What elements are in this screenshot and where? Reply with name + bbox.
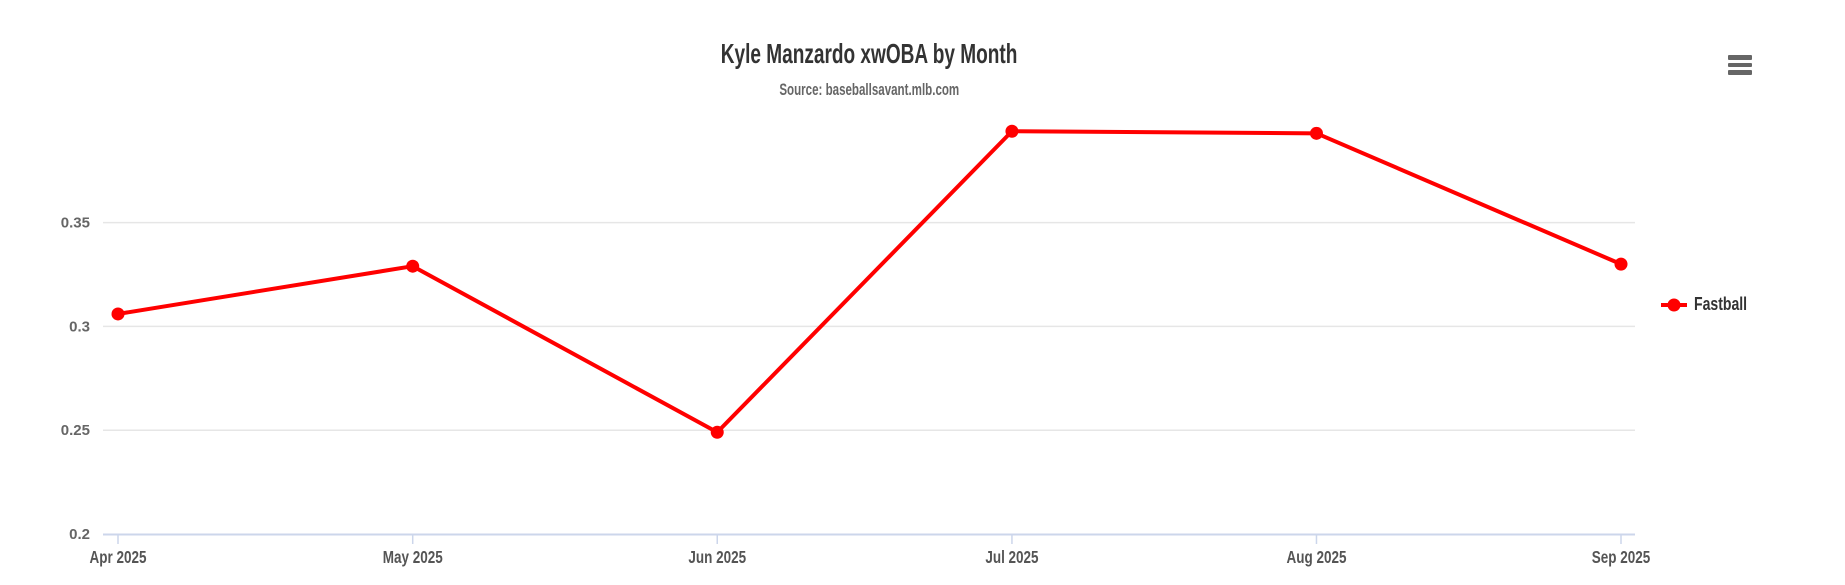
y-axis-label: 0.25 [61, 422, 90, 439]
x-axis-label: Aug 2025 [1286, 548, 1346, 567]
hamburger-menu-icon[interactable] [1724, 48, 1756, 78]
series-line-fastball [116, 129, 1623, 435]
legend-item-fastball[interactable]: Fastball [1660, 294, 1762, 315]
hamburger-bar [1728, 55, 1752, 60]
data-point-aug-2025[interactable] [1309, 126, 1323, 140]
data-point-jun-2025[interactable] [710, 425, 724, 439]
legend-label: Fastball [1694, 294, 1748, 314]
y-axis-label: 0.2 [69, 526, 90, 543]
hamburger-bar [1728, 70, 1752, 75]
hamburger-bar [1728, 62, 1752, 67]
x-axis-label: Jul 2025 [985, 548, 1038, 567]
data-point-apr-2025[interactable] [111, 307, 125, 321]
legend-marker-icon [1661, 298, 1687, 311]
data-point-sep-2025[interactable] [1614, 257, 1628, 271]
data-point-jul-2025[interactable] [1005, 124, 1019, 138]
chart-title: Kyle Manzardo xwOBA by Month [103, 38, 1635, 70]
chart-subtitle: Source: baseballsavant.mlb.com [103, 80, 1635, 100]
x-axis-label: May 2025 [383, 548, 443, 567]
y-axis-label: 0.3 [69, 318, 90, 335]
data-point-may-2025[interactable] [406, 259, 420, 273]
chart-title-text: Kyle Manzardo xwOBA by Month [720, 38, 1018, 69]
x-axis-label: Sep 2025 [1592, 548, 1651, 567]
y-axis-label: 0.35 [61, 215, 90, 232]
chart-subtitle-text: Source: baseballsavant.mlb.com [779, 80, 959, 99]
x-axis-label: Apr 2025 [90, 548, 147, 567]
x-axis-label: Jun 2025 [688, 548, 746, 567]
